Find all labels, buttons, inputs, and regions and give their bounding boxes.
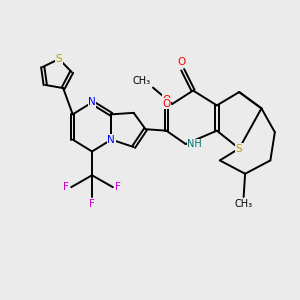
Text: S: S [236, 143, 242, 154]
Text: O: O [162, 94, 170, 104]
Text: CH₃: CH₃ [235, 199, 253, 209]
Text: NH: NH [187, 139, 202, 149]
Text: S: S [56, 54, 62, 64]
Text: N: N [88, 98, 96, 107]
Text: F: F [115, 182, 121, 192]
Text: N: N [107, 135, 115, 145]
Text: O: O [163, 99, 171, 109]
Text: F: F [89, 199, 95, 209]
Text: F: F [63, 182, 69, 192]
Text: O: O [177, 57, 185, 68]
Text: CH₃: CH₃ [133, 76, 151, 86]
